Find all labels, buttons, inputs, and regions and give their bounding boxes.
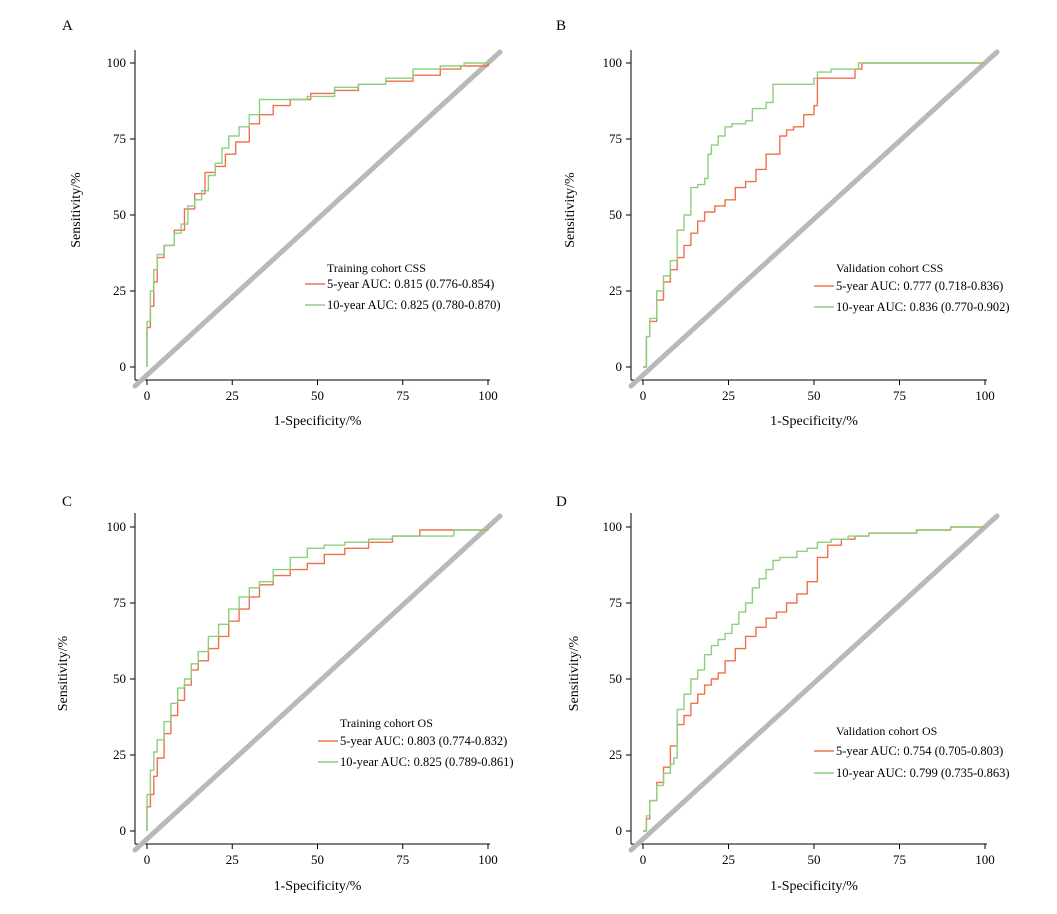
x-axis-title: 1-Specificity/% <box>274 879 362 894</box>
x-tick-label: 75 <box>893 388 906 403</box>
y-tick-label: 25 <box>609 283 622 298</box>
y-tick-label: 100 <box>107 55 127 70</box>
legend-entry: 10-year AUC: 0.799 (0.735-0.863) <box>836 766 1010 780</box>
y-tick-label: 100 <box>603 519 623 534</box>
reference-diagonal <box>628 513 1000 853</box>
reference-diagonal <box>132 513 503 853</box>
reference-diagonal <box>132 49 503 389</box>
x-tick-label: 25 <box>722 852 735 867</box>
y-tick-label: 0 <box>120 359 127 374</box>
legend-title: Validation cohort CSS <box>836 261 943 275</box>
legend: Training cohort CSS 5-year AUC: 0.815 (0.… <box>305 261 501 312</box>
y-tick-label: 25 <box>609 747 622 762</box>
y-tick-label: 50 <box>609 207 622 222</box>
ten-year-roc-curve <box>643 62 985 368</box>
panel-letter: B <box>556 18 566 34</box>
y-tick-label: 25 <box>113 283 126 298</box>
roc-panel-c: C 0 25 50 75 100 0 25 50 75 100 1-Specificity/% Sens… <box>56 494 514 894</box>
panel-letter: A <box>62 18 73 34</box>
legend-entry: 5-year AUC: 0.815 (0.776-0.854) <box>327 277 494 291</box>
x-tick-label: 100 <box>975 388 995 403</box>
legend-entry: 5-year AUC: 0.754 (0.705-0.803) <box>836 744 1003 758</box>
x-tick-label: 50 <box>808 852 821 867</box>
y-tick-label: 50 <box>113 671 126 686</box>
legend-title: Training cohort OS <box>340 716 433 730</box>
legend-title: Training cohort CSS <box>327 261 426 275</box>
roc-panel-a: A 0 25 50 75 100 0 25 50 75 100 1-Specificity/% Sens… <box>62 18 503 429</box>
x-tick-label: 100 <box>478 852 498 867</box>
y-axis-title: Sensitivity/% <box>563 172 578 248</box>
x-tick-label: 25 <box>226 388 239 403</box>
roc-panel-d: D 0 25 50 75 100 0 25 50 75 100 1-Specificity/% Sens… <box>556 494 1010 894</box>
x-tick-label: 25 <box>722 388 735 403</box>
ten-year-roc-curve <box>146 62 488 367</box>
y-tick-label: 100 <box>603 55 623 70</box>
y-axis-title: Sensitivity/% <box>69 172 84 248</box>
legend-entry: 10-year AUC: 0.836 (0.770-0.902) <box>836 300 1010 314</box>
x-tick-label: 100 <box>975 852 995 867</box>
panel-letter: C <box>62 494 72 510</box>
five-year-roc-curve <box>643 62 985 368</box>
x-tick-label: 0 <box>144 388 151 403</box>
x-axis-title: 1-Specificity/% <box>274 414 362 429</box>
y-tick-label: 50 <box>113 207 126 222</box>
y-tick-label: 0 <box>616 359 623 374</box>
ten-year-roc-curve <box>146 527 489 831</box>
legend-title: Validation cohort OS <box>836 724 937 738</box>
ten-year-roc-curve <box>643 526 985 832</box>
x-axis-title: 1-Specificity/% <box>770 879 858 894</box>
x-tick-label: 75 <box>396 852 409 867</box>
x-tick-label: 0 <box>640 388 647 403</box>
legend-entry: 10-year AUC: 0.825 (0.789-0.861) <box>340 755 514 769</box>
legend-entry: 5-year AUC: 0.777 (0.718-0.836) <box>836 279 1003 293</box>
y-axis-title: Sensitivity/% <box>567 635 582 711</box>
roc-panel-b: B 0 25 50 75 100 0 25 50 75 100 1-Specificity/% Sens… <box>556 18 1010 429</box>
y-axis-title: Sensitivity/% <box>56 635 71 711</box>
panel-letter: D <box>556 494 567 510</box>
legend: Validation cohort CSS 5-year AUC: 0.777 (… <box>814 261 1010 314</box>
y-tick-label: 50 <box>609 671 622 686</box>
y-tick-label: 75 <box>113 131 126 146</box>
y-tick-label: 25 <box>113 747 126 762</box>
y-tick-label: 100 <box>107 519 127 534</box>
x-tick-label: 0 <box>144 852 151 867</box>
x-tick-label: 75 <box>893 852 906 867</box>
x-tick-label: 75 <box>396 388 409 403</box>
y-tick-label: 75 <box>113 595 126 610</box>
legend: Training cohort OS 5-year AUC: 0.803 (0.7… <box>318 716 514 769</box>
y-tick-label: 0 <box>616 823 623 838</box>
x-tick-label: 0 <box>640 852 647 867</box>
x-axis-title: 1-Specificity/% <box>770 414 858 429</box>
x-tick-label: 25 <box>226 852 239 867</box>
y-tick-label: 75 <box>609 595 622 610</box>
x-tick-label: 100 <box>478 388 498 403</box>
y-tick-label: 0 <box>120 823 127 838</box>
x-tick-label: 50 <box>311 388 324 403</box>
x-tick-label: 50 <box>311 852 324 867</box>
x-tick-label: 50 <box>808 388 821 403</box>
legend: Validation cohort OS 5-year AUC: 0.754 (0… <box>814 724 1010 780</box>
legend-entry: 10-year AUC: 0.825 (0.780-0.870) <box>327 298 501 312</box>
five-year-roc-curve <box>146 63 489 367</box>
legend-entry: 5-year AUC: 0.803 (0.774-0.832) <box>340 734 507 748</box>
reference-diagonal <box>628 49 1000 389</box>
y-tick-label: 75 <box>609 131 622 146</box>
